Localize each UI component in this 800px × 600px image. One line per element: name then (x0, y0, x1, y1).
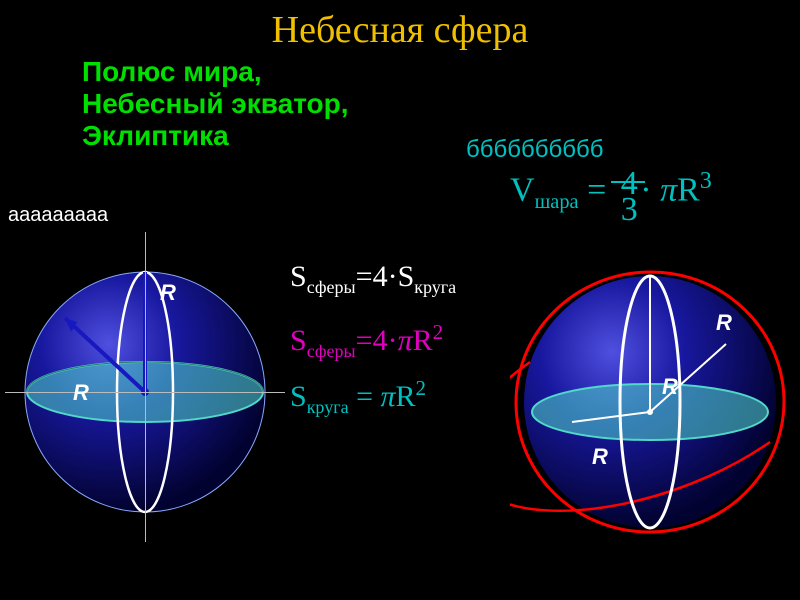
subtitle-line2: Небесный экватор, (82, 88, 349, 120)
ssc-S1sub: сферы (307, 277, 356, 297)
ssc-S1: S (290, 260, 307, 293)
scp-R: R (396, 380, 416, 413)
axis-v-left (145, 232, 146, 542)
r-label-left-top: R (160, 280, 176, 306)
subtitle-line3: Эклиптика (82, 120, 349, 152)
scp-S: S (290, 380, 307, 413)
r-label-right-3: R (592, 444, 608, 470)
formula-s-circle-piR2: Sкруга = πR2 (290, 376, 426, 418)
scp-pi: π (381, 380, 396, 413)
ssp-R: R (413, 324, 433, 357)
ssc-mid: =4· (356, 260, 398, 293)
ssc-S2: S (398, 260, 415, 293)
vol-denom: 3 (621, 191, 638, 229)
vol-V: V (510, 171, 535, 208)
placeholder-b: бббббббббб (466, 136, 603, 164)
vol-eq: = (579, 171, 615, 208)
vol-R: R (677, 171, 700, 208)
formula-s-sphere-piR2: Sсферы=4·πR2 (290, 320, 443, 362)
vol-pow: 3 (700, 168, 712, 194)
ssp-pi: π (398, 324, 413, 357)
subtitle-line1: Полюс мира, (82, 56, 349, 88)
ssp-pow: 2 (433, 320, 444, 344)
formula-s-sphere-circle: Sсферы=4·Sкруга (290, 260, 456, 298)
ssp-Ssub: сферы (307, 341, 356, 361)
sphere-right-svg (510, 262, 790, 542)
scp-Ssub: круга (307, 397, 349, 417)
page-title: Небесная сфера (0, 8, 800, 52)
scp-eq: = (349, 380, 381, 413)
vol-dot: · (640, 171, 660, 208)
sphere-left: R R (15, 262, 275, 522)
placeholder-a: ааааааааа (8, 204, 108, 227)
r-label-right-2: R (662, 374, 678, 400)
vol-V-sub: шара (535, 191, 579, 213)
vol-frac-line (611, 181, 645, 183)
ssp-mid: =4· (356, 324, 398, 357)
scp-pow: 2 (416, 376, 427, 400)
sphere-right: R R R (510, 262, 790, 542)
ssc-S2sub: круга (414, 277, 456, 297)
r-label-right-1: R (716, 310, 732, 336)
subtitle-block: Полюс мира, Небесный экватор, Эклиптика (82, 56, 349, 153)
formula-volume: Vшара = 4 3 4 · πR3 (510, 168, 712, 214)
vol-pi: π (660, 171, 677, 208)
ssp-S: S (290, 324, 307, 357)
r-label-left-mid: R (73, 380, 89, 406)
